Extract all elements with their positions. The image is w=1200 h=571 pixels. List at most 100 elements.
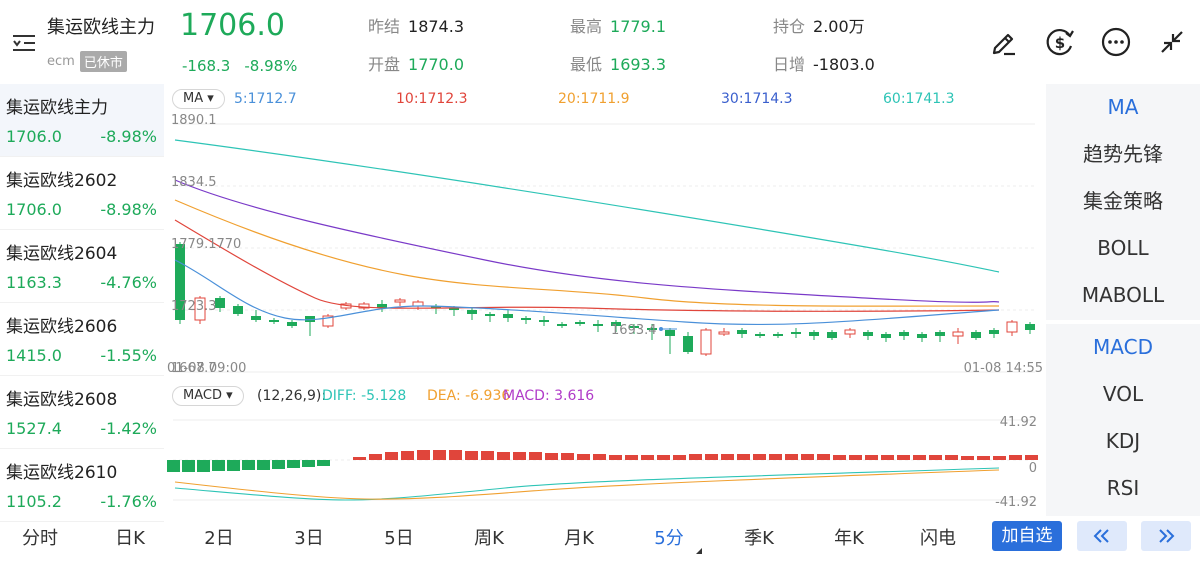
add-watchlist-button[interactable]: 加自选 [992,521,1062,551]
diff-line [174,467,1000,501]
list-item-pct: -8.98% [100,200,157,219]
indicator-jijin-strategy[interactable]: 集金策略 [1083,189,1163,213]
candle-body [629,326,639,328]
macd-bar [513,452,526,460]
list-item-name: 集运欧线2610 [6,463,118,483]
candle-body [575,322,585,324]
macd-indicator-select[interactable]: MACD ▾ [172,386,244,406]
list-item[interactable]: 集运欧线2602 1706.0 -8.98% [0,157,164,230]
ma30-value: 30:1714.3 [721,91,793,107]
period-tabs: 分时 日K 2日 3日 5日 周K 月K 5分 季K 年K 闪电 加自选 [0,516,1200,571]
y-axis-label: 1723.3 [171,299,217,314]
stat-value: 2.00万 [813,17,865,36]
contract-name: 集运欧线主力 [47,17,155,38]
menu-list-icon[interactable] [10,30,40,56]
ma20-line [174,199,1000,307]
candle-body [827,332,837,338]
macd-bar [705,454,718,460]
macd-bar [317,460,330,466]
list-item[interactable]: 集运欧线主力 1706.0 -8.98% [0,84,164,157]
list-item[interactable]: 集运欧线2608 1527.4 -1.42% [0,376,164,449]
stat-prev-settle: 昨结 1874.3 [368,13,464,37]
tab-flash[interactable]: 闪电 [920,528,956,549]
indicator-trend-pioneer[interactable]: 趋势先锋 [1083,142,1163,166]
tab-5day[interactable]: 5日 [384,528,414,549]
next-contract-button[interactable] [1141,521,1191,551]
ma60-value: 60:1741.3 [883,91,955,107]
list-item[interactable]: 集运欧线2606 1415.0 -1.55% [0,303,164,376]
ma30-line [174,179,1000,303]
macd-bar [993,456,1006,460]
stat-value: 1693.3 [610,55,666,74]
indicator-ma[interactable]: MA [1107,95,1139,119]
prev-contract-button[interactable] [1077,521,1127,551]
candle-body [215,298,225,308]
more-circle-icon[interactable] [1098,24,1134,60]
macd-bar [577,454,590,460]
macd-axis-label: 0 [1029,461,1037,476]
candle-body [809,332,819,336]
macd-bar [945,455,958,460]
stat-value: -1803.0 [813,55,875,74]
dollar-refresh-icon[interactable]: $ [1042,24,1078,60]
list-item-price: 1706.0 [6,127,62,146]
indicator-boll[interactable]: BOLL [1097,236,1149,260]
macd-bar [449,450,462,460]
indicator-vol[interactable]: VOL [1102,382,1144,406]
candlestick-chart[interactable]: 1890.1 1834.5 1779.1770 1723.3 1667.701-08 0… [165,110,1045,380]
candle-body [269,320,279,322]
indicator-rsi[interactable]: RSI [1106,476,1140,500]
tab-intraday[interactable]: 分时 [22,528,58,549]
candle-body [665,330,675,336]
list-item-name: 集运欧线主力 [6,98,108,118]
stat-label: 持仓 [773,17,806,36]
list-item-price: 1163.3 [6,273,62,292]
tab-daily-k[interactable]: 日K [115,528,145,549]
macd-bar [257,460,270,470]
candle-body [358,303,370,309]
list-item-name: 集运欧线2604 [6,244,118,264]
macd-bar [689,454,702,460]
status-badge: 已休市 [79,51,127,72]
macd-bar [593,454,606,460]
macd-bar [961,456,974,460]
ma-indicator-select[interactable]: MA ▾ [172,89,225,109]
indicator-kdj[interactable]: KDJ [1105,429,1141,453]
list-item[interactable]: 集运欧线2610 1105.2 -1.76% [0,449,164,522]
macd-bar [609,455,622,460]
tab-monthly-k[interactable]: 月K [564,528,594,549]
low-marker-dot [659,327,663,331]
double-chevron-left-icon [1093,529,1109,543]
tab-yearly-k[interactable]: 年K [834,528,864,549]
tab-5min[interactable]: 5分 [634,522,704,556]
macd-bar [465,451,478,460]
list-item-pct: -8.98% [100,127,157,146]
macd-bar [881,455,894,460]
tab-3day[interactable]: 3日 [294,528,324,549]
candle-body [557,324,567,326]
macd-bar [369,454,382,460]
macd-chart[interactable]: 41.92 0 -41.92 [165,410,1045,515]
stat-label: 开盘 [368,55,401,74]
candle-body [394,299,406,303]
macd-bar [272,460,285,469]
macd-bar [1009,455,1022,460]
indicator-maboll[interactable]: MABOLL [1081,283,1165,307]
indicator-macd[interactable]: MACD [1093,335,1153,359]
candle-body [251,316,261,320]
macd-bar [977,456,990,460]
macd-bar [801,454,814,460]
list-item[interactable]: 集运欧线2604 1163.3 -4.76% [0,230,164,303]
svg-text:$: $ [1055,34,1065,52]
collapse-arrows-icon[interactable] [1154,24,1190,60]
y-axis-label: 1667.7 [171,361,217,376]
candle-body [322,315,334,327]
ma-pill-label: MA [183,91,204,106]
tab-weekly-k[interactable]: 周K [474,528,504,549]
tab-2day[interactable]: 2日 [204,528,234,549]
candle-body [718,331,730,335]
macd-bar [641,455,654,460]
tab-quarterly-k[interactable]: 季K [744,528,774,549]
macd-bar [182,460,195,472]
draw-pen-icon[interactable] [986,24,1022,60]
